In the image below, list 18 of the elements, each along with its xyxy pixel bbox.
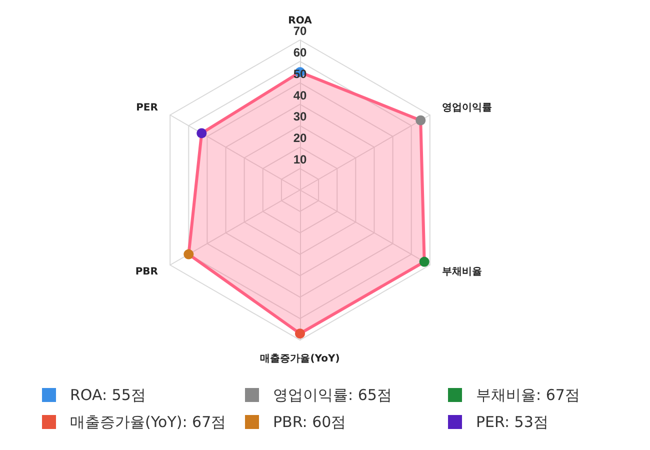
y-tick-label: 40 xyxy=(293,88,307,102)
spoke-label: 부채비율 xyxy=(442,266,482,278)
spoke-label: 매출증가율(YoY) xyxy=(260,354,340,364)
text: PBR: 60점 xyxy=(273,412,346,432)
y-tick-label: 10 xyxy=(293,152,307,167)
y-tick-label: 30 xyxy=(293,110,307,124)
y-tick-label: 60 xyxy=(293,45,307,60)
spoke-label: 영업이익률 xyxy=(442,102,492,114)
text: ROA: 55점 xyxy=(70,386,146,404)
spoke-label: PBR xyxy=(135,266,158,278)
y-tick-label: 70 xyxy=(293,24,307,38)
y-tick-label: 20 xyxy=(293,131,307,146)
text: 영업이익률: 65점 xyxy=(273,386,392,404)
text: 부채비율: 67점 xyxy=(476,386,580,404)
spoke-label: ROA xyxy=(288,16,312,26)
text: PER: 53점 xyxy=(476,412,548,432)
spoke-label: PER xyxy=(136,102,158,114)
text: 매출증가율(YoY): 67점 xyxy=(70,412,226,432)
